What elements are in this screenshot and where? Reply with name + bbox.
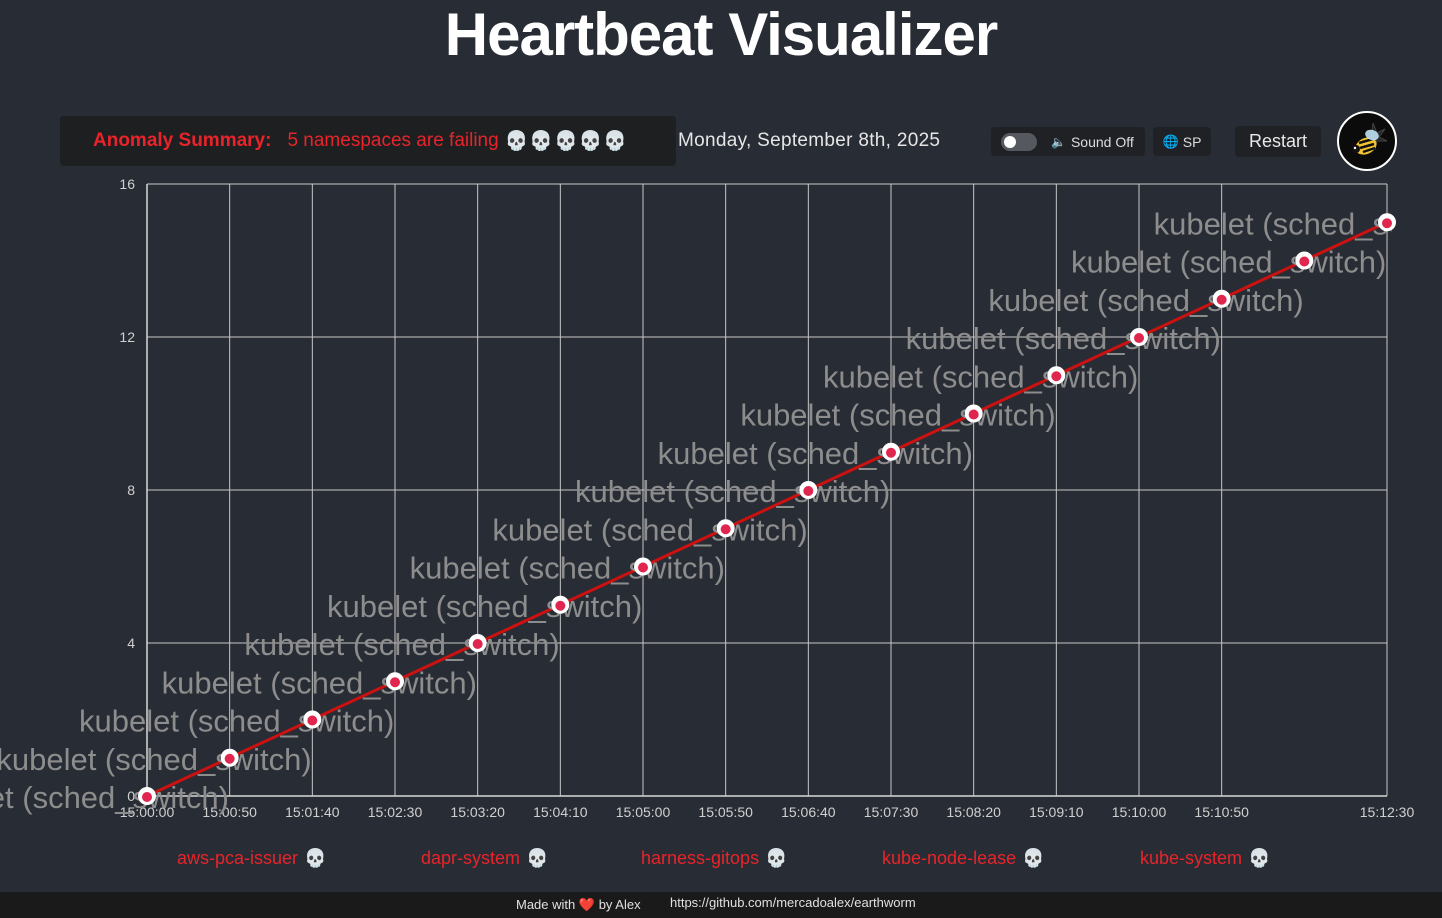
point-label: kubelet (sched_switch) (1154, 206, 1442, 241)
globe-icon: 🌐 (1163, 134, 1179, 150)
app-title: Heartbeat Visualizer (0, 0, 1442, 70)
namespace-item: dapr-system 💀 (421, 848, 548, 869)
data-point-heart (1134, 333, 1144, 343)
footer-made-prefix: Made with (516, 897, 575, 912)
skull-icon: 💀 (304, 848, 326, 868)
x-tick-label: 15:08:20 (946, 804, 1001, 820)
point-label: kubelet (sched_switch) (492, 512, 807, 547)
sound-label: Sound Off (1071, 134, 1134, 150)
data-point-heart (1299, 257, 1309, 267)
x-tick-label: 15:07:30 (864, 804, 919, 820)
footer-made-suffix: by Alex (599, 897, 641, 912)
data-point-heart (1217, 295, 1227, 305)
data-point-heart (969, 410, 979, 420)
x-tick-label: 15:09:10 (1029, 804, 1084, 820)
data-point-heart (555, 601, 565, 611)
data-point-heart (1382, 218, 1392, 228)
namespace-label: kube-node-lease (882, 848, 1016, 868)
x-tick-label: 15:06:40 (781, 804, 836, 820)
data-point-heart (473, 639, 483, 649)
namespace-item: aws-pca-issuer 💀 (177, 848, 326, 869)
x-tick-label: 15:02:30 (368, 804, 423, 820)
language-button[interactable]: 🌐 SP (1153, 127, 1211, 156)
namespace-label: kube-system (1140, 848, 1242, 868)
data-point-heart (225, 754, 235, 764)
point-label: kubelet (sched_switch) (740, 398, 1055, 433)
point-label: kubelet (sched_switch) (658, 436, 973, 471)
point-label: kubelet (sched_switch) (244, 627, 559, 662)
skull-icon: 💀 (1248, 848, 1270, 868)
point-label: kubelet (sched_switch) (0, 742, 312, 777)
github-link[interactable]: https://github.com/mercadoalex/earthworm (670, 895, 916, 910)
y-tick-label: 8 (127, 482, 135, 498)
namespace-item: harness-gitops 💀 (641, 848, 788, 869)
bee-logo-icon[interactable] (1337, 111, 1397, 171)
skull-icon: 💀 (526, 848, 548, 868)
sound-toggle-control[interactable]: 🔈 Sound Off (991, 127, 1145, 156)
point-label: kubelet (sched_switch) (575, 474, 890, 509)
x-tick-label: 15:10:50 (1194, 804, 1249, 820)
namespace-label: aws-pca-issuer (177, 848, 298, 868)
anomaly-summary-label: Anomaly Summary: (93, 130, 271, 152)
data-point-heart (803, 486, 813, 496)
heartbeat-chart: 0 4 8 12 16 15:00:00 15:00:50 15:01:40 15:02:30 1… (0, 170, 1442, 830)
point-label: kubelet (sched_switch) (988, 283, 1303, 318)
point-label: kubelet (sched_switch) (0, 780, 229, 815)
x-tick-label: 15:05:50 (698, 804, 753, 820)
x-tick-label: 15:04:10 (533, 804, 588, 820)
point-label: kubelet (sched_switch) (1071, 245, 1386, 280)
sound-toggle-switch[interactable] (1001, 133, 1037, 151)
data-point-heart (638, 563, 648, 573)
current-date: Monday, September 8th, 2025 (678, 130, 940, 152)
point-label: kubelet (sched_switch) (823, 359, 1138, 394)
toggle-knob (1004, 136, 1016, 148)
failing-namespaces: aws-pca-issuer 💀 dapr-system 💀 harness-git… (0, 848, 1442, 872)
data-point-heart (886, 448, 896, 458)
namespace-item: kube-node-lease 💀 (882, 848, 1045, 869)
footer-credit: Made with ❤️ by Alex (516, 897, 641, 913)
point-label: kubelet (sched_switch) (162, 665, 477, 700)
x-tick-label: 15:03:20 (450, 804, 505, 820)
skull-icon: 💀 (765, 848, 787, 868)
data-point-heart (307, 716, 317, 726)
speaker-muted-icon: 🔈 (1051, 135, 1066, 149)
point-label: kubelet (sched_switch) (79, 704, 394, 739)
namespace-label: harness-gitops (641, 848, 759, 868)
anomaly-summary-text: 5 namespaces are failing (287, 130, 498, 152)
data-point-heart (142, 792, 152, 802)
restart-button[interactable]: Restart (1235, 126, 1321, 157)
x-tick-label: 15:10:00 (1112, 804, 1167, 820)
x-tick-label: 15:01:40 (285, 804, 340, 820)
y-tick-label: 12 (119, 329, 135, 345)
namespace-item: kube-system 💀 (1140, 848, 1270, 869)
x-tick-label: 15:05:00 (616, 804, 671, 820)
language-label: SP (1183, 134, 1202, 150)
x-tick-label: 15:12:30 (1360, 804, 1415, 820)
data-point-heart (390, 677, 400, 687)
data-point-heart (1051, 371, 1061, 381)
y-tick-label: 4 (127, 635, 135, 651)
point-label: kubelet (sched_switch) (906, 321, 1221, 356)
y-tick-label: 16 (119, 176, 135, 192)
point-label: kubelet (sched_switch) (327, 589, 642, 624)
anomaly-summary: Anomaly Summary: 5 namespaces are failin… (60, 116, 676, 166)
point-label: kubelet (sched_switch) (410, 551, 725, 586)
namespace-label: dapr-system (421, 848, 520, 868)
data-point-heart (721, 524, 731, 534)
footer: Made with ❤️ by Alex https://github.com/… (0, 892, 1442, 918)
heart-icon: ❤️ (579, 897, 595, 912)
skull-icon: 💀 (1022, 848, 1044, 868)
skull-icons: 💀💀💀💀💀 (505, 129, 628, 153)
